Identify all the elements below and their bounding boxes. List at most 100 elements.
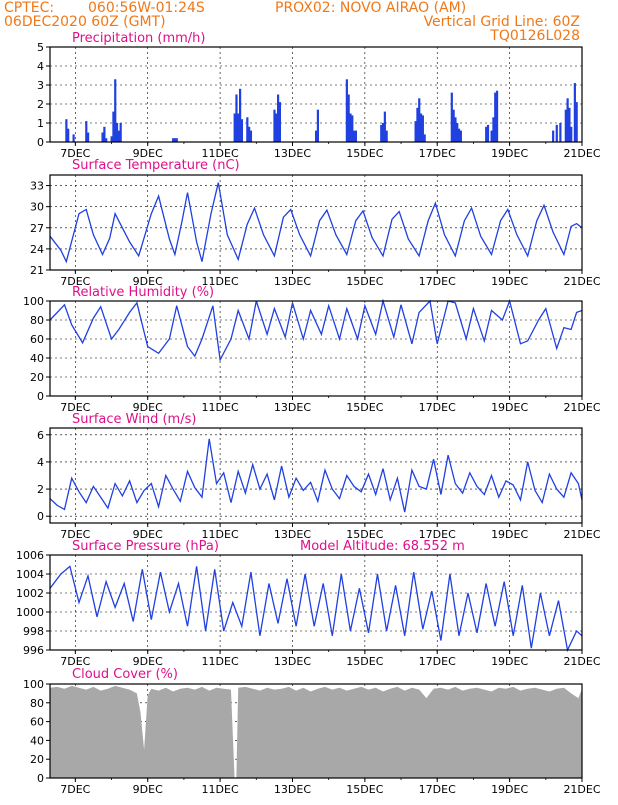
rh-line bbox=[50, 301, 582, 360]
precip-bar bbox=[120, 123, 122, 142]
precip-bar bbox=[73, 134, 75, 142]
pressure-title: Surface Pressure (hPa) bbox=[72, 539, 219, 554]
wind-ytick-label: 0 bbox=[37, 510, 44, 523]
rh-frame bbox=[50, 301, 582, 396]
rh-xtick-label: 21DEC bbox=[563, 401, 600, 414]
temp-xtick-label: 17DEC bbox=[419, 275, 456, 288]
rh-xtick-label: 17DEC bbox=[419, 401, 456, 414]
pressure-ytick-label: 1004 bbox=[16, 568, 44, 581]
pressure-annotation: Model Altitude: 68.552 m bbox=[300, 539, 465, 554]
cloud-xtick-label: 17DEC bbox=[419, 783, 456, 796]
header-model: TQ0126L028 bbox=[489, 28, 580, 44]
pressure-ytick-label: 1006 bbox=[16, 549, 44, 562]
precip-title: Precipitation (mm/h) bbox=[72, 31, 205, 46]
precip-bar bbox=[556, 125, 558, 142]
temp-ytick-label: 21 bbox=[30, 264, 44, 277]
precip-bar bbox=[355, 131, 357, 142]
cloud-ytick-label: 40 bbox=[30, 734, 44, 747]
cloud-xtick-label: 9DEC bbox=[133, 783, 163, 796]
precip-frame bbox=[50, 47, 582, 142]
precip-bar bbox=[317, 110, 319, 142]
precip-bar bbox=[386, 131, 388, 142]
precip-bar bbox=[250, 131, 252, 142]
rh-ytick-label: 100 bbox=[23, 295, 44, 308]
rh-ytick-label: 40 bbox=[30, 352, 44, 365]
temp-frame bbox=[50, 175, 582, 270]
precip-bar bbox=[552, 131, 554, 142]
cloud-xtick-label: 21DEC bbox=[563, 783, 600, 796]
precip-bar bbox=[496, 91, 498, 142]
pressure-xtick-label: 13DEC bbox=[274, 655, 311, 668]
precip-bar bbox=[424, 134, 426, 142]
precip-ytick-label: 4 bbox=[37, 60, 44, 73]
temp-xtick-label: 15DEC bbox=[346, 275, 383, 288]
pressure-xtick-label: 19DEC bbox=[491, 655, 528, 668]
cloud-area bbox=[50, 686, 582, 778]
cloud-ytick-label: 60 bbox=[30, 716, 44, 729]
temp-line bbox=[50, 183, 582, 262]
rh-xtick-label: 19DEC bbox=[491, 401, 528, 414]
pressure-xtick-label: 15DEC bbox=[346, 655, 383, 668]
pressure-panel: Surface Pressure (hPa) Model Altitude: 68… bbox=[16, 539, 601, 668]
wind-ytick-label: 6 bbox=[37, 429, 44, 442]
temp-xtick-label: 21DEC bbox=[563, 275, 600, 288]
rh-ytick-label: 20 bbox=[30, 371, 44, 384]
precip-bar bbox=[570, 127, 572, 142]
wind-line bbox=[50, 439, 582, 512]
precip-bar bbox=[460, 131, 462, 142]
temp-ytick-label: 24 bbox=[30, 243, 44, 256]
cloud-ytick-label: 80 bbox=[30, 697, 44, 710]
rh-xtick-label: 15DEC bbox=[346, 401, 383, 414]
pressure-xtick-label: 17DEC bbox=[419, 655, 456, 668]
cloud-xtick-label: 13DEC bbox=[274, 783, 311, 796]
pressure-xtick-label: 11DEC bbox=[202, 655, 239, 668]
precip-bar bbox=[279, 102, 281, 142]
precip-xtick-label: 13DEC bbox=[274, 147, 311, 160]
wind-title: Surface Wind (m/s) bbox=[72, 412, 196, 427]
rh-ytick-label: 80 bbox=[30, 314, 44, 327]
rh-ytick-label: 60 bbox=[30, 333, 44, 346]
temp-ytick-label: 27 bbox=[30, 222, 44, 235]
precip-ytick-label: 3 bbox=[37, 79, 44, 92]
precip-ytick-label: 0 bbox=[37, 136, 44, 149]
rh-xtick-label: 13DEC bbox=[274, 401, 311, 414]
cloud-xtick-label: 15DEC bbox=[346, 783, 383, 796]
precip-bar bbox=[67, 129, 69, 142]
precip-bar bbox=[87, 133, 89, 143]
wind-ytick-label: 2 bbox=[37, 483, 44, 496]
pressure-ytick-label: 996 bbox=[23, 644, 44, 657]
precip-bar bbox=[559, 123, 561, 142]
rh-ytick-label: 0 bbox=[37, 390, 44, 403]
wind-xtick-label: 19DEC bbox=[491, 528, 528, 541]
precip-xtick-label: 17DEC bbox=[419, 147, 456, 160]
pressure-line bbox=[50, 566, 582, 650]
precip-ytick-label: 1 bbox=[37, 117, 44, 130]
temp-xtick-label: 19DEC bbox=[491, 275, 528, 288]
cloud-ytick-label: 0 bbox=[37, 772, 44, 785]
rh-xtick-label: 11DEC bbox=[202, 401, 239, 414]
rh-title: Relative Humidity (%) bbox=[72, 285, 214, 300]
wind-xtick-label: 21DEC bbox=[563, 528, 600, 541]
temp-title: Surface Temperature (nC) bbox=[72, 158, 240, 173]
wind-frame bbox=[50, 428, 582, 523]
pressure-ytick-label: 1002 bbox=[16, 587, 44, 600]
pressure-frame bbox=[50, 555, 582, 650]
precip-xtick-label: 15DEC bbox=[346, 147, 383, 160]
temp-ytick-label: 33 bbox=[30, 180, 44, 193]
precip-ytick-label: 2 bbox=[37, 98, 44, 111]
precip-xtick-label: 19DEC bbox=[491, 147, 528, 160]
pressure-ytick-label: 1000 bbox=[16, 606, 44, 619]
cloud-xtick-label: 19DEC bbox=[491, 783, 528, 796]
pressure-ytick-label: 998 bbox=[23, 625, 44, 638]
precip-ytick-label: 5 bbox=[37, 41, 44, 54]
temp-ytick-label: 30 bbox=[30, 201, 44, 214]
cloud-xtick-label: 11DEC bbox=[202, 783, 239, 796]
cloud-title: Cloud Cover (%) bbox=[72, 667, 178, 682]
